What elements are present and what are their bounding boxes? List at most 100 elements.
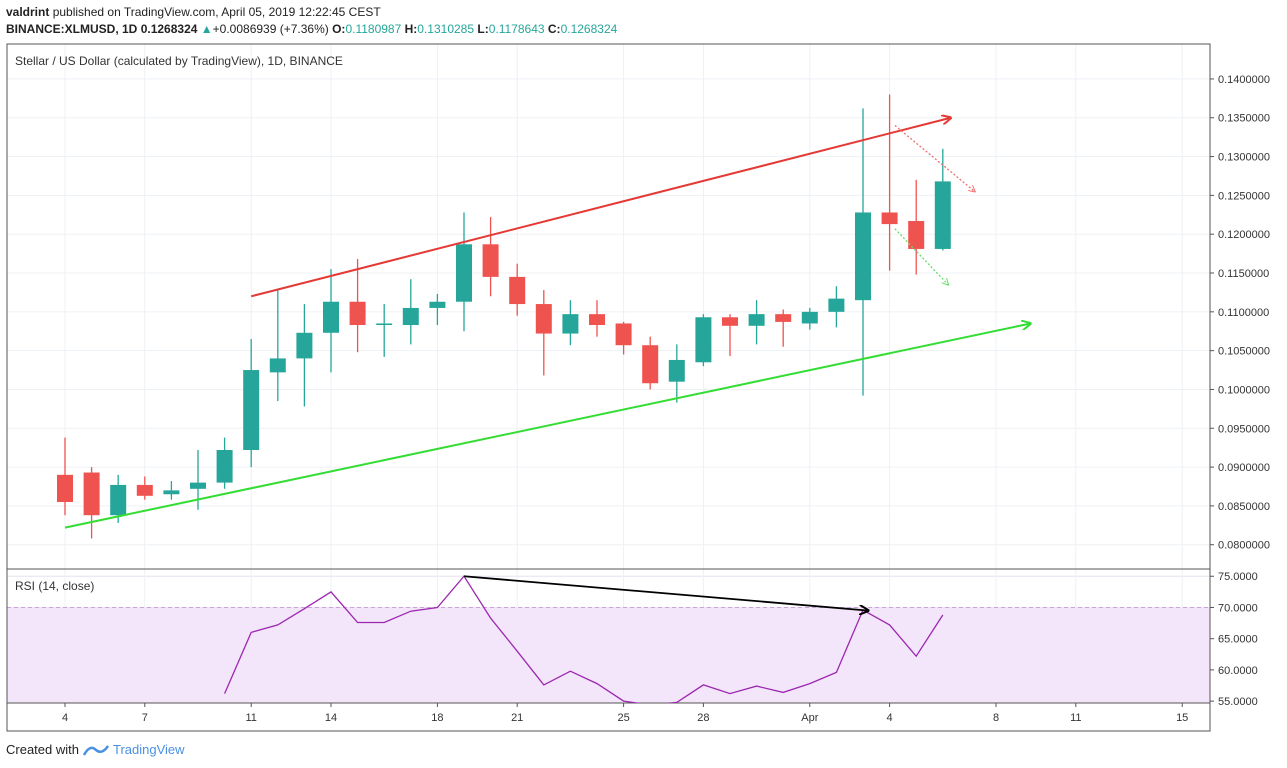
open-value: 0.1180987 [345, 22, 402, 36]
candle-body [908, 220, 925, 249]
time-tick-label: 28 [697, 712, 709, 724]
close-value: 0.1268324 [560, 22, 618, 36]
candle-body [828, 298, 845, 312]
candle-body [296, 332, 313, 359]
time-tick-label: Apr [801, 712, 818, 724]
tradingview-brand[interactable]: TradingView [112, 742, 185, 757]
price-tick-label: 0.1050000 [1218, 346, 1270, 358]
candle-body [376, 323, 393, 326]
candle-body [57, 474, 73, 503]
candle-body [668, 359, 685, 382]
price-tick-label: 0.1400000 [1218, 74, 1270, 86]
rsi-axis[interactable]: 75.0000 70.0000 65.0000 60.0000 55.0000 [1210, 571, 1258, 708]
candle-body [269, 358, 286, 373]
author-name[interactable]: valdrint [6, 5, 50, 19]
time-tick-label: 18 [431, 712, 443, 724]
dotted-green-trendline [894, 228, 948, 285]
time-tick-label: 14 [325, 712, 337, 724]
candle-body [323, 301, 339, 333]
time-tick-label: 7 [142, 712, 148, 724]
rsi-divergence-line [463, 575, 868, 610]
candle-body [881, 212, 898, 225]
trendlines [64, 118, 1031, 529]
rsi-line-group [224, 575, 944, 703]
rsi-overbought-band [7, 607, 1210, 703]
rsi-band [7, 606, 1210, 703]
grid-lines [7, 44, 1210, 703]
ohlc-header: BINANCE:XLMUSD, 1D 0.1268324 ▲+0.0086939… [6, 22, 617, 36]
candle-body [695, 317, 712, 363]
candle-body [163, 490, 180, 495]
footer: Created with TradingView [6, 742, 185, 757]
open-label: O: [332, 22, 346, 36]
candle-body [748, 314, 765, 326]
price-tick-label: 0.1150000 [1218, 268, 1269, 280]
candles [57, 94, 951, 539]
price-tick-label: 0.1200000 [1218, 229, 1270, 241]
time-tick-label: 4 [887, 712, 893, 724]
low-value: 0.1178643 [488, 22, 545, 36]
rsi-tick-label: 65.0000 [1218, 634, 1258, 646]
time-axis[interactable]: 4 7 11 14 18 21 25 28 Apr 4 8 11 15 [62, 703, 1188, 724]
candle-body [801, 311, 818, 324]
price-tick-label: 0.0950000 [1218, 423, 1270, 435]
time-tick-label: 11 [1070, 712, 1081, 724]
created-with: Created with [6, 742, 79, 757]
up-triangle-icon: ▲ [200, 22, 213, 36]
candle-body [775, 314, 792, 322]
candle-body [855, 212, 871, 301]
rsi-tick-label: 55.0000 [1218, 696, 1258, 708]
price-tick-label: 0.1350000 [1218, 113, 1270, 125]
rsi-tick-label: 75.0000 [1218, 571, 1258, 583]
lower-trendline [64, 323, 1031, 529]
candle-body [589, 314, 605, 326]
time-tick-label: 4 [62, 712, 68, 724]
chart-title: Stellar / US Dollar (calculated by Tradi… [15, 54, 343, 68]
time-tick-label: 8 [993, 712, 999, 724]
low-label: L: [477, 22, 489, 36]
high-value: 0.1310285 [417, 22, 475, 36]
publish-text: published on TradingView.com, April 05, … [52, 5, 381, 19]
price-tick-label: 0.0850000 [1218, 501, 1270, 513]
chart-frame [6, 43, 1211, 732]
candle-body [429, 301, 446, 308]
price-axis[interactable]: 0.1400000 0.1350000 0.1300000 0.1250000 0.12… [1210, 74, 1270, 552]
plot-border [6, 43, 1211, 732]
price-tick-label: 0.1100000 [1218, 307, 1269, 319]
rsi-tick-label: 60.0000 [1218, 665, 1258, 677]
candle-body [456, 244, 472, 302]
price-tick-label: 0.1000000 [1218, 384, 1270, 396]
candle-body [615, 323, 632, 346]
price-tick-label: 0.1250000 [1218, 190, 1270, 202]
price-tick-label: 0.0800000 [1218, 540, 1270, 552]
candle-body [642, 345, 659, 384]
symbol-label: BINANCE:XLMUSD, 1D [6, 22, 138, 36]
candle-body [562, 314, 579, 334]
rsi-legend: RSI (14, close) [15, 579, 94, 593]
price-tick-label: 0.0900000 [1218, 462, 1270, 474]
candle-body [482, 244, 499, 277]
publish-info: valdrint published on TradingView.com, A… [6, 5, 381, 19]
candle-body [110, 484, 127, 516]
candle-body [216, 450, 233, 483]
candle-body [349, 301, 366, 326]
dotted-red-trendline [894, 125, 975, 192]
candle-body [509, 276, 526, 305]
upper-trendline [250, 118, 951, 298]
price-tick-label: 0.1300000 [1218, 152, 1270, 164]
price-change: +0.0086939 (+7.36%) [212, 22, 329, 36]
tradingview-logo-icon [82, 744, 109, 756]
time-tick-label: 11 [245, 712, 256, 724]
candle-body [136, 484, 153, 496]
close-label: C: [547, 22, 561, 36]
time-tick-label: 21 [511, 712, 523, 724]
rsi-tick-label: 70.0000 [1218, 602, 1258, 614]
time-tick-label: 25 [617, 712, 629, 724]
candle-body [190, 482, 206, 489]
candle-body [535, 304, 552, 334]
high-label: H: [404, 22, 418, 36]
candle-body [722, 317, 738, 326]
candle-body [83, 472, 100, 516]
candle-body [934, 181, 951, 249]
